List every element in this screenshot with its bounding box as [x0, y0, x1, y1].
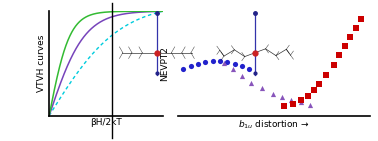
- X-axis label: $b_{1u}$ distortion →: $b_{1u}$ distortion →: [238, 118, 310, 131]
- Point: [202, 61, 208, 63]
- Point: [224, 61, 230, 63]
- Point: [220, 62, 226, 64]
- Point: [297, 101, 304, 104]
- Point: [209, 60, 215, 62]
- Point: [187, 65, 194, 67]
- Point: [281, 105, 287, 107]
- Point: [239, 75, 245, 77]
- Point: [323, 74, 329, 76]
- Point: [248, 81, 254, 84]
- Point: [232, 63, 238, 65]
- Text: NEVPT2: NEVPT2: [160, 46, 169, 81]
- Point: [259, 87, 265, 89]
- Point: [270, 92, 276, 95]
- X-axis label: βH/2kT: βH/2kT: [90, 118, 122, 127]
- Point: [279, 96, 285, 98]
- Point: [347, 35, 353, 38]
- Point: [331, 64, 337, 66]
- Point: [195, 63, 201, 65]
- Point: [353, 27, 359, 29]
- Point: [307, 103, 313, 106]
- Point: [239, 65, 245, 67]
- Point: [290, 102, 296, 105]
- Point: [358, 18, 364, 20]
- Point: [310, 89, 316, 92]
- Point: [305, 95, 311, 97]
- Point: [316, 83, 322, 85]
- Point: [230, 68, 236, 71]
- Point: [217, 60, 223, 62]
- Point: [246, 68, 252, 71]
- Point: [336, 54, 342, 56]
- Point: [297, 99, 304, 101]
- Y-axis label: VTVH curves: VTVH curves: [37, 35, 46, 92]
- Point: [180, 68, 186, 71]
- Point: [288, 99, 294, 101]
- Point: [342, 45, 348, 48]
